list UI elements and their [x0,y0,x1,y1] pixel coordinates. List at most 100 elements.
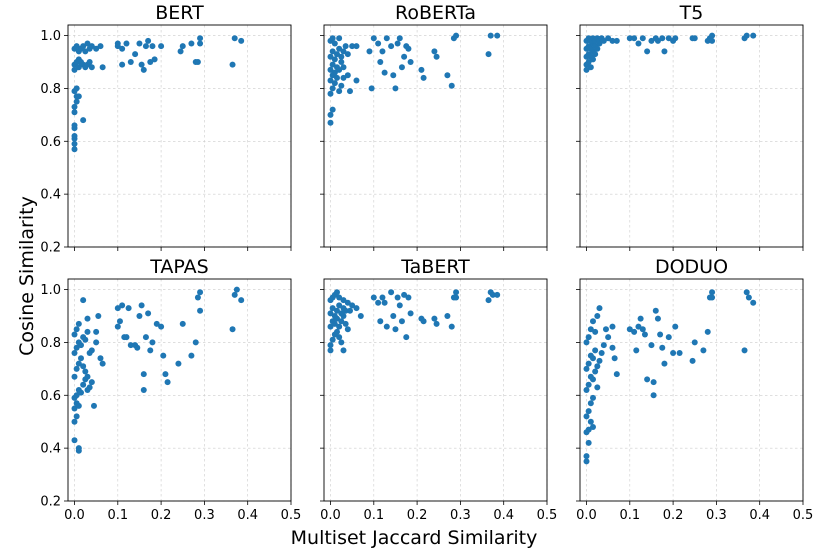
data-point [691,339,698,346]
data-point [485,297,492,304]
data-point [329,336,336,343]
data-point [583,458,590,465]
data-point [82,368,89,375]
data-point [592,328,599,335]
data-point [327,323,334,330]
data-point [142,43,149,50]
data-point [97,355,104,362]
data-point [73,365,80,372]
y-tick-label: 0.2 [40,241,61,256]
data-point [405,45,412,52]
data-point [147,59,154,65]
data-point [95,313,102,319]
data-point [613,37,620,44]
data-point [665,334,672,341]
data-point [670,350,677,356]
scatter-panel-roberta: RoBERTa [320,2,548,251]
data-point [134,344,141,351]
data-point [392,85,399,92]
data-point [327,77,334,84]
data-point [587,326,594,333]
data-point [71,140,78,147]
data-point [80,363,87,370]
data-point [88,64,95,71]
data-point [229,61,236,68]
plot-frame [67,278,292,502]
x-axis-label: Multiset Jaccard Similarity [291,527,538,549]
x-tick-label: 0.4 [237,508,258,523]
data-point [132,51,139,58]
data-point [80,381,87,388]
data-point [340,74,347,81]
data-point [357,313,364,319]
data-point [390,72,397,79]
data-point [741,347,748,354]
data-point [377,318,384,325]
data-point [333,289,340,296]
data-point [381,69,388,76]
plot-frame [67,24,292,248]
data-point [93,45,100,52]
data-point [398,64,405,71]
data-point [485,51,492,58]
data-point [637,315,644,322]
data-point [138,61,145,68]
data-point [659,344,666,351]
data-point [162,371,169,378]
data-point [338,53,345,60]
data-point [375,40,382,47]
data-point [71,418,78,425]
data-point [177,48,184,55]
data-point [333,328,340,335]
data-point [80,117,87,124]
data-point [377,59,384,65]
data-point [626,35,633,42]
data-point [453,32,460,39]
data-point [489,291,496,298]
data-point [338,310,345,317]
data-point [626,326,633,333]
data-point [331,320,338,327]
data-point [77,355,84,362]
data-point [99,64,106,71]
data-point [336,66,343,73]
data-point [648,342,655,349]
data-point [71,122,78,129]
data-point [379,48,386,55]
data-point [149,43,156,50]
data-point [370,294,377,301]
data-point [151,56,158,63]
data-point [398,318,405,325]
x-tick-label: 0.0 [320,508,341,523]
data-point [136,40,143,47]
data-point [349,43,356,50]
data-point [587,418,594,425]
data-point [444,313,451,319]
data-point [336,88,343,95]
data-point [86,59,93,65]
x-tick-label: 0.2 [407,508,428,523]
x-tick-label: 0.3 [450,508,471,523]
data-point [594,45,601,52]
data-point [338,318,345,325]
data-point [709,37,716,44]
data-point [75,447,82,454]
data-point [585,426,592,433]
data-point [138,302,145,309]
data-point [238,37,245,44]
data-point [197,35,204,42]
data-point [639,35,646,42]
data-point [589,355,596,362]
data-point [75,360,82,367]
data-point [453,294,460,301]
data-point [344,326,351,333]
data-point [329,106,336,113]
panel-title: RoBERTa [395,2,476,24]
data-point [119,45,126,52]
data-point [654,37,661,44]
data-point [73,43,80,50]
data-point [611,355,618,362]
data-point [585,408,592,415]
data-point [123,334,130,341]
